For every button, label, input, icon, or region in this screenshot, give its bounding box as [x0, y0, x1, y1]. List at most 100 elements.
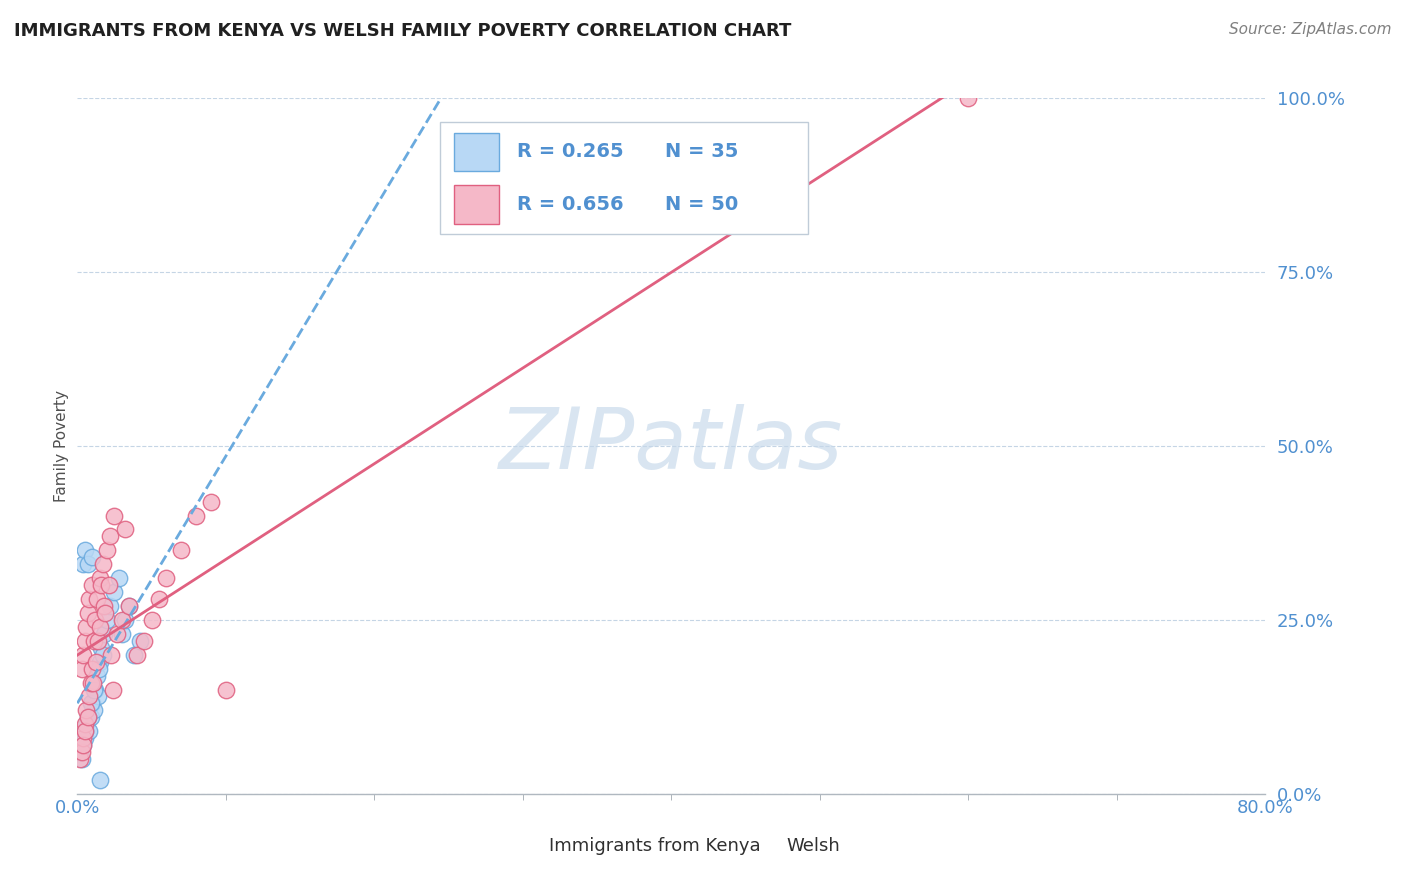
Point	[80, 710, 103, 724]
Point	[77, 710, 100, 724]
Point	[83, 703, 105, 717]
Bar	[454, 186, 499, 224]
Point	[97, 578, 120, 592]
Point	[103, 585, 125, 599]
Point	[93, 599, 115, 613]
Point	[83, 633, 105, 648]
Point	[82, 550, 104, 565]
Point	[89, 772, 111, 787]
Point	[96, 543, 118, 558]
Point	[87, 690, 110, 704]
Point	[75, 724, 97, 739]
Point	[134, 633, 156, 648]
Point	[76, 606, 98, 620]
Point	[82, 662, 104, 676]
Point	[111, 613, 134, 627]
Point	[141, 613, 163, 627]
Point	[70, 745, 93, 759]
Point	[107, 627, 129, 641]
Point	[73, 731, 96, 746]
Point	[84, 655, 107, 669]
Point	[84, 613, 107, 627]
Point	[98, 599, 121, 613]
Point	[69, 745, 91, 759]
Point	[111, 627, 134, 641]
Point	[83, 682, 105, 697]
Point	[114, 523, 136, 537]
Point	[91, 558, 114, 572]
Point	[76, 558, 98, 572]
Text: R = 0.656: R = 0.656	[517, 195, 623, 214]
Point	[73, 717, 96, 731]
Text: N = 35: N = 35	[665, 142, 738, 161]
Point	[86, 592, 108, 607]
Point	[118, 599, 141, 613]
Point	[77, 710, 100, 724]
Point	[90, 578, 112, 592]
Point	[72, 648, 94, 662]
Point	[87, 633, 110, 648]
Point	[70, 662, 93, 676]
Point	[96, 613, 118, 627]
Text: IMMIGRANTS FROM KENYA VS WELSH FAMILY POVERTY CORRELATION CHART: IMMIGRANTS FROM KENYA VS WELSH FAMILY PO…	[14, 22, 792, 40]
Point	[84, 682, 107, 697]
Point	[90, 640, 112, 655]
Point	[75, 717, 97, 731]
Point	[94, 606, 117, 620]
Point	[77, 724, 100, 739]
Bar	[505, 837, 541, 863]
Text: N = 50: N = 50	[665, 195, 738, 214]
Point	[215, 682, 238, 697]
Text: R = 0.265: R = 0.265	[517, 142, 623, 161]
Point	[108, 571, 131, 585]
Bar	[742, 837, 779, 863]
Point	[80, 697, 103, 711]
Point	[82, 578, 104, 592]
Point	[75, 620, 97, 634]
Point	[170, 543, 193, 558]
Point	[200, 494, 222, 508]
Point	[70, 752, 93, 766]
Point	[77, 690, 100, 704]
Point	[89, 655, 111, 669]
Point	[100, 648, 122, 662]
Point	[87, 662, 110, 676]
Text: Source: ZipAtlas.com: Source: ZipAtlas.com	[1229, 22, 1392, 37]
Y-axis label: Family Poverty: Family Poverty	[53, 390, 69, 502]
Point	[72, 731, 94, 746]
Point	[80, 675, 103, 690]
Point	[155, 571, 177, 585]
Point	[122, 648, 145, 662]
Point	[75, 703, 97, 717]
Text: Immigrants from Kenya: Immigrants from Kenya	[548, 837, 761, 855]
Text: ZIPatlas: ZIPatlas	[499, 404, 844, 488]
Point	[101, 682, 124, 697]
Point	[86, 668, 108, 682]
Point	[118, 599, 141, 613]
Point	[82, 675, 104, 690]
Point	[103, 508, 125, 523]
Point	[125, 648, 148, 662]
Point	[93, 627, 115, 641]
Point	[75, 724, 97, 739]
Point	[186, 508, 208, 523]
Point	[82, 697, 104, 711]
Point	[98, 529, 121, 543]
Point	[128, 633, 150, 648]
Point	[89, 571, 111, 585]
Point	[72, 558, 94, 572]
Point	[91, 648, 114, 662]
Bar	[454, 133, 499, 171]
Point	[72, 738, 94, 752]
Point	[148, 592, 170, 607]
Point	[69, 752, 91, 766]
Point	[73, 633, 96, 648]
Point	[72, 738, 94, 752]
Point	[77, 592, 100, 607]
Point	[114, 613, 136, 627]
Bar	[440, 122, 808, 234]
Point	[73, 543, 96, 558]
Point	[89, 620, 111, 634]
Text: Welsh: Welsh	[786, 837, 841, 855]
Point	[957, 91, 980, 105]
